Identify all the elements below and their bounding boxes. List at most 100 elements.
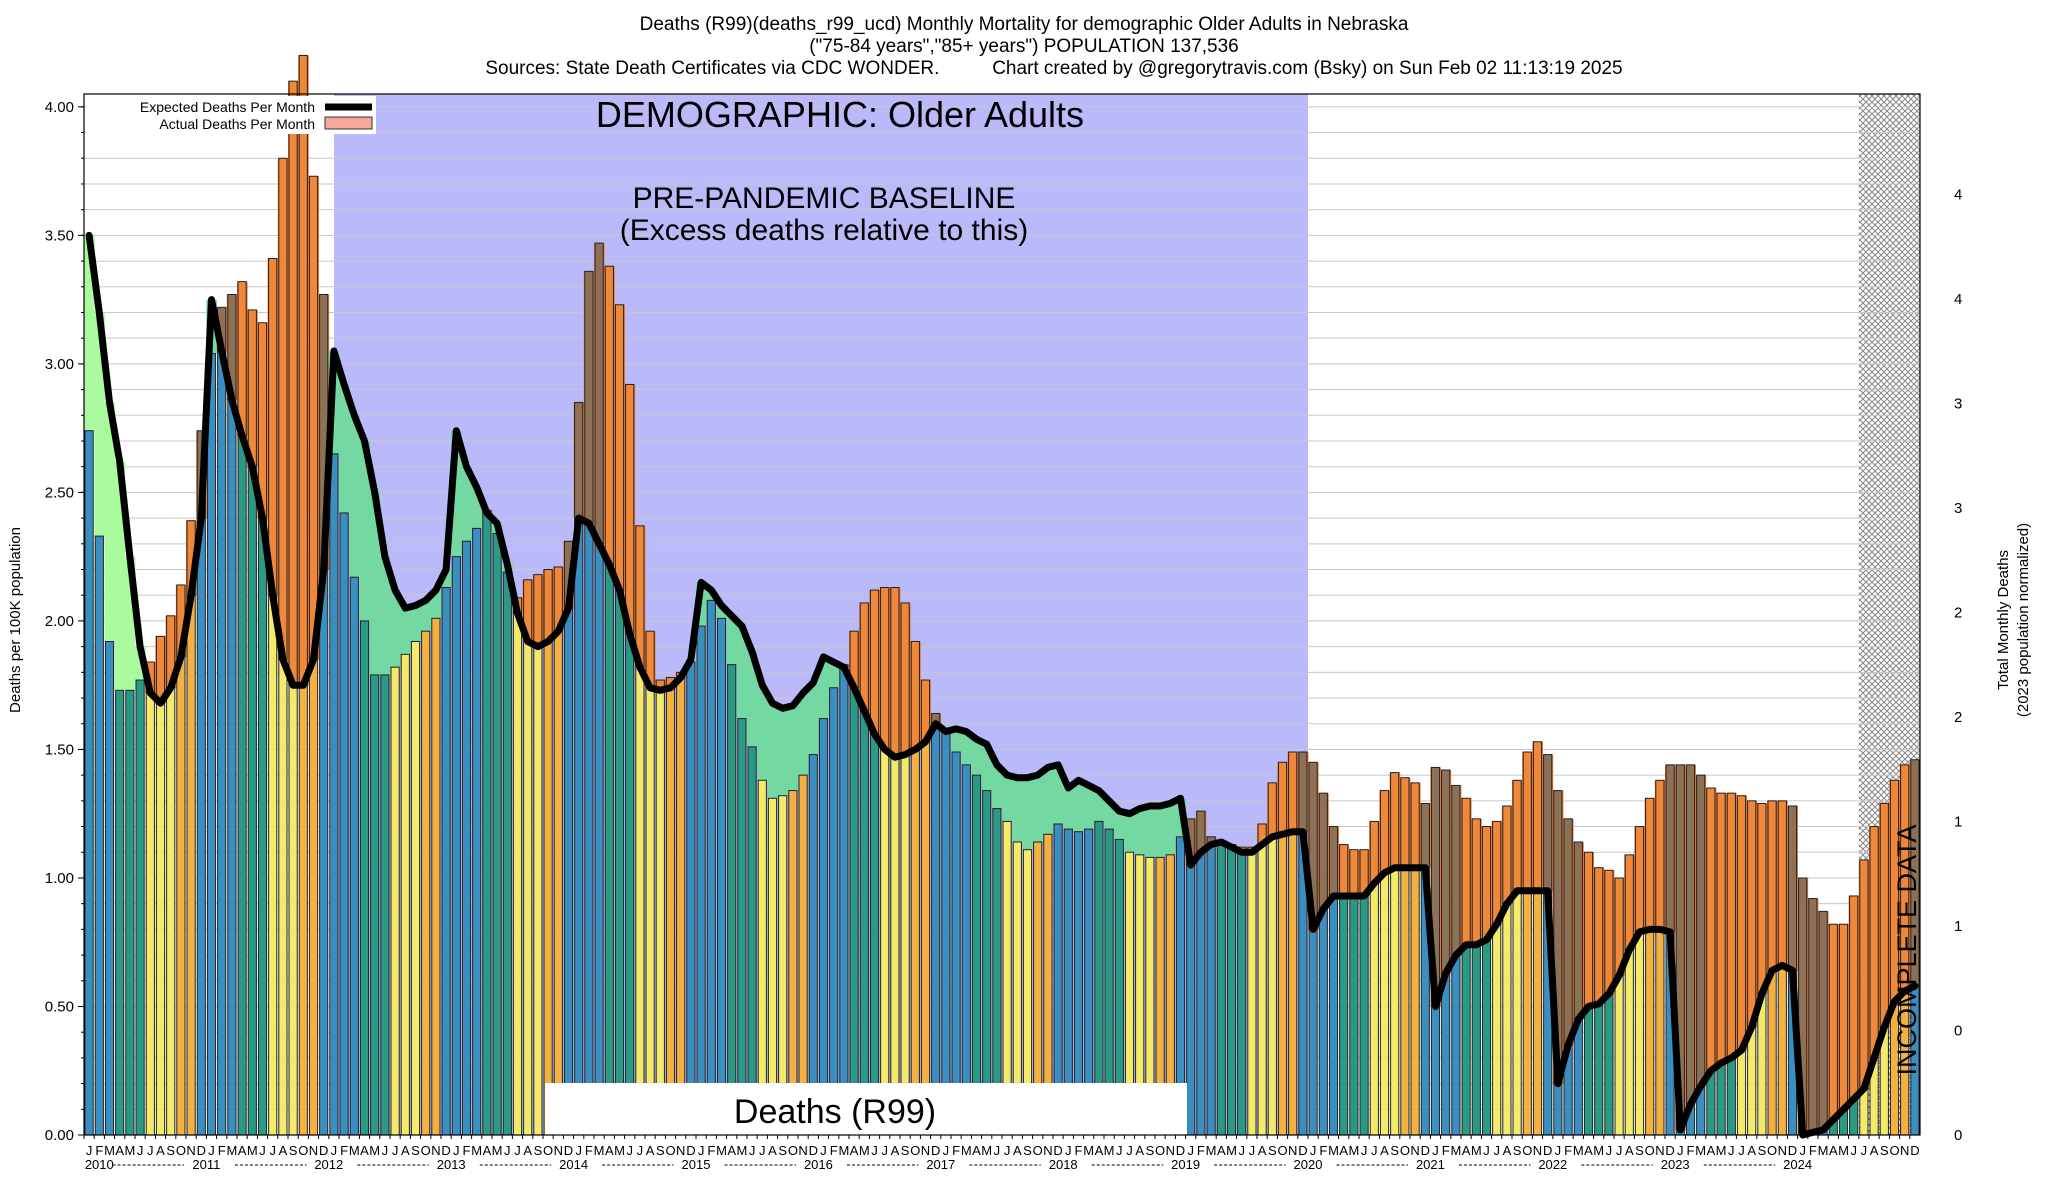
excess-deficit-band xyxy=(736,626,748,719)
x-year-label: 2017 xyxy=(926,1157,955,1172)
bar xyxy=(1430,1005,1441,1136)
x-month-label: J xyxy=(575,1143,582,1158)
bar xyxy=(563,607,574,1136)
x-month-label: J xyxy=(1249,1143,1256,1158)
bar xyxy=(584,522,594,1136)
bar-excess xyxy=(880,587,890,750)
x-month-label: D xyxy=(1053,1143,1062,1158)
x-month-label: N xyxy=(1043,1143,1052,1158)
excess-deficit-band xyxy=(828,662,840,688)
bar xyxy=(543,640,553,1136)
bar-excess xyxy=(1879,802,1889,1028)
x-month-label: S xyxy=(166,1143,175,1158)
x-year-label: 2020 xyxy=(1294,1157,1323,1172)
bar xyxy=(1277,833,1288,1136)
x-month-label: F xyxy=(95,1143,103,1158)
x-month-label: O xyxy=(1155,1143,1165,1158)
x-month-label: M xyxy=(1716,1143,1727,1158)
x-month-label: M xyxy=(349,1143,360,1158)
bar-excess xyxy=(1318,792,1328,910)
right-tick-label: 4 xyxy=(1954,291,1962,308)
excess-deficit-band xyxy=(981,744,993,791)
bar-excess xyxy=(237,281,247,437)
excess-deficit-band xyxy=(1144,805,1156,858)
bar xyxy=(135,679,145,1136)
bar xyxy=(1583,1005,1594,1136)
excess-deficit-band xyxy=(94,312,105,537)
x-month-label: D xyxy=(441,1143,450,1158)
x-month-label: S xyxy=(411,1143,420,1158)
x-month-label: J xyxy=(1799,1143,1806,1158)
x-month-label: O xyxy=(421,1143,431,1158)
bar-excess xyxy=(1757,802,1767,995)
x-month-label: S xyxy=(1635,1143,1644,1158)
bar xyxy=(380,674,390,1136)
bar-excess xyxy=(1859,859,1869,1090)
x-year-label: 2016 xyxy=(804,1157,833,1172)
excess-deficit-band xyxy=(1093,790,1105,822)
x-month-label: O xyxy=(1645,1143,1655,1158)
bar xyxy=(971,774,982,1136)
bar xyxy=(400,653,410,1136)
x-year-label: 2024 xyxy=(1783,1157,1812,1172)
x-month-label: A xyxy=(850,1143,859,1158)
x-month-label: M xyxy=(1818,1143,1829,1158)
legend-label-expected: Expected Deaths Per Month xyxy=(140,99,315,115)
x-month-label: J xyxy=(1555,1143,1562,1158)
x-month-label: S xyxy=(901,1143,910,1158)
bar-excess xyxy=(1777,800,1787,966)
bar-excess xyxy=(1400,777,1410,869)
bar xyxy=(808,754,818,1136)
bar-excess xyxy=(278,157,288,660)
x-month-label: O xyxy=(1033,1143,1043,1158)
bar xyxy=(1614,975,1624,1136)
bar xyxy=(329,453,339,1136)
bar xyxy=(1267,836,1277,1136)
chart-sources-line: Sources: State Death Certificates via CD… xyxy=(0,58,2048,80)
x-month-label: D xyxy=(931,1143,940,1158)
x-month-label: F xyxy=(952,1143,960,1158)
x-month-label: N xyxy=(1410,1143,1419,1158)
x-month-label: A xyxy=(1135,1143,1144,1158)
excess-deficit-band xyxy=(471,487,483,529)
x-month-label: M xyxy=(1695,1143,1706,1158)
bar-excess xyxy=(1471,818,1481,946)
y-tick-label: 3.50 xyxy=(45,227,74,244)
bar-excess xyxy=(1563,818,1573,1046)
expected-deaths-line xyxy=(85,231,1919,1139)
y-tick-label: 4.00 xyxy=(45,99,74,116)
bar-excess xyxy=(247,309,257,468)
bar xyxy=(145,692,155,1136)
x-month-label: F xyxy=(1687,1143,1695,1158)
x-month-label: F xyxy=(1075,1143,1083,1158)
x-month-label: M xyxy=(104,1143,115,1158)
x-month-label: J xyxy=(1738,1143,1745,1158)
x-month-label: J xyxy=(871,1143,878,1158)
bar xyxy=(1369,882,1379,1136)
excess-deficit-band xyxy=(430,590,442,619)
x-month-label: F xyxy=(1319,1143,1327,1158)
x-month-label: M xyxy=(1593,1143,1604,1158)
x-year-label: 2021 xyxy=(1416,1157,1445,1172)
x-month-label: A xyxy=(1829,1143,1838,1158)
x-year-label: 2014 xyxy=(559,1157,588,1172)
bar-excess xyxy=(1665,764,1675,933)
bar xyxy=(1736,1049,1747,1136)
x-year-label: 2022 xyxy=(1538,1157,1567,1172)
x-month-label: D xyxy=(1543,1143,1552,1158)
x-month-label: D xyxy=(319,1143,328,1158)
x-month-label: M xyxy=(716,1143,727,1158)
x-month-label: F xyxy=(707,1143,715,1158)
bar xyxy=(625,633,635,1136)
right-tick-label: 1 xyxy=(1954,918,1962,935)
bar-excess xyxy=(1461,797,1471,946)
chart-subtitle: ("75-84 years","85+ years") POPULATION 1… xyxy=(809,36,1239,57)
bar xyxy=(655,689,665,1136)
x-month-label: D xyxy=(1421,1143,1430,1158)
x-month-label: A xyxy=(156,1143,165,1158)
bar xyxy=(890,756,900,1136)
bar-excess xyxy=(543,569,553,642)
excess-deficit-band xyxy=(1124,813,1135,853)
bar-excess xyxy=(1655,779,1665,930)
bar-excess xyxy=(1685,764,1696,1105)
